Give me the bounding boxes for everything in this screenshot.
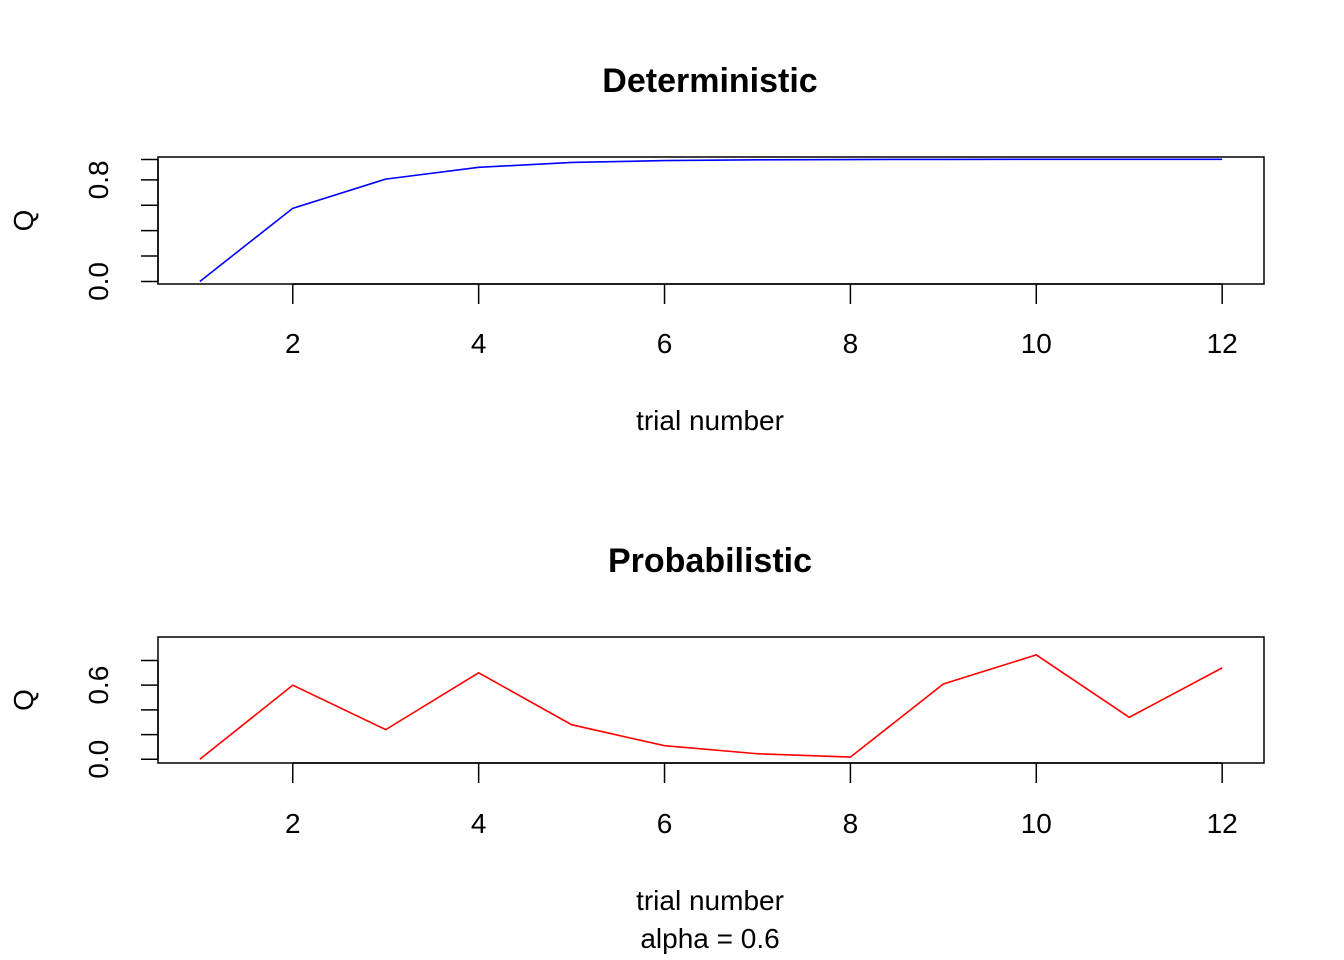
series-line — [199, 158, 1223, 283]
x-tick-label: 12 — [1207, 328, 1238, 359]
chart-title: Deterministic — [602, 62, 817, 100]
x-tick-label: 8 — [843, 328, 859, 359]
x-tick-label: 2 — [285, 808, 301, 839]
x-tick-label: 2 — [285, 328, 301, 359]
y-tick-label: 0.8 — [83, 160, 114, 199]
series-line — [199, 654, 1223, 760]
chart-title: Probabilistic — [608, 542, 812, 580]
x-tick-label: 4 — [471, 328, 487, 359]
x-tick-label: 4 — [471, 808, 487, 839]
y-tick-label: 0.0 — [83, 262, 114, 301]
y-tick-label: 0.6 — [83, 666, 114, 705]
x-tick-label: 8 — [843, 808, 859, 839]
x-tick-label: 12 — [1207, 808, 1238, 839]
x-axis-label: trial number — [636, 405, 784, 436]
x-axis-label: trial number — [636, 885, 784, 916]
x-tick-label: 6 — [657, 808, 673, 839]
plot-frame — [157, 156, 1265, 285]
y-axis-label: Q — [8, 689, 39, 711]
x-tick-label: 10 — [1021, 808, 1052, 839]
probabilistic-panel: Probabilistic 2 4 6 8 10 12 0.0 0.6 trial number Q… — [8, 542, 1265, 954]
x-tick-label: 10 — [1021, 328, 1052, 359]
deterministic-panel: Deterministic 2 4 6 8 10 12 0.0 0.8 trial number Q — [8, 62, 1265, 436]
y-tick-label: 0.0 — [83, 740, 114, 779]
sub-caption: alpha = 0.6 — [640, 923, 779, 954]
x-tick-label: 6 — [657, 328, 673, 359]
y-axis-label: Q — [8, 210, 39, 232]
